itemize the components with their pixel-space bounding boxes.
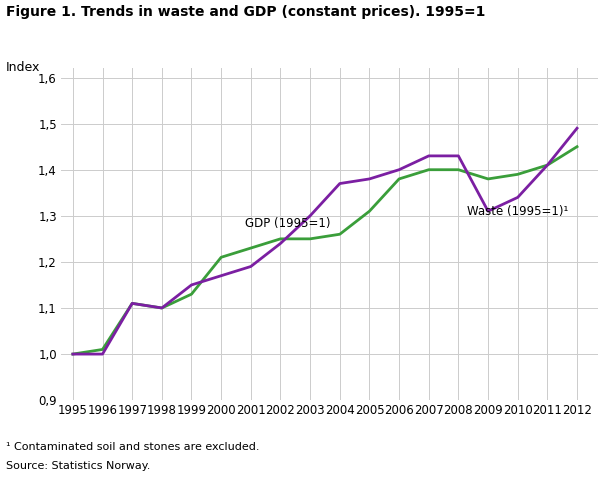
Text: ¹ Contaminated soil and stones are excluded.: ¹ Contaminated soil and stones are exclu… xyxy=(6,442,260,451)
Text: Waste (1995=1)¹: Waste (1995=1)¹ xyxy=(467,205,569,218)
Text: Figure 1. Trends in waste and GDP (constant prices). 1995=1: Figure 1. Trends in waste and GDP (const… xyxy=(6,5,486,19)
Text: GDP (1995=1): GDP (1995=1) xyxy=(245,217,331,230)
Text: Index: Index xyxy=(6,61,40,74)
Text: Source: Statistics Norway.: Source: Statistics Norway. xyxy=(6,461,151,471)
